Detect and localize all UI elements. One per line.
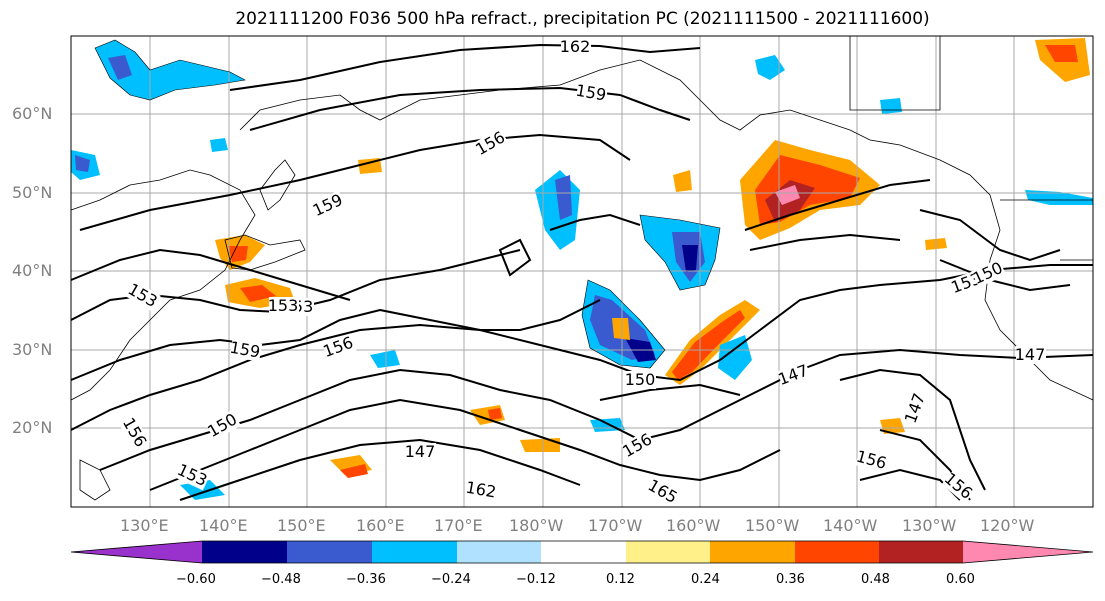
lat-label-40n: 40°N [12,261,53,280]
lon-label-150e: 150°E [277,516,326,535]
colorbar-tick: 0.60 [946,572,975,587]
contour-label-bg [941,470,977,504]
graticule [71,36,1093,507]
contour-label-bg [229,338,263,362]
lat-label-60n: 60°N [12,104,53,123]
colorbar-swatch [457,541,541,563]
lat-label-50n: 50°N [12,183,53,202]
contour-label: 147 [405,442,436,461]
lon-label-160e: 160°E [356,516,405,535]
contour-label: 147 [1015,345,1046,364]
contour-label-bg [561,38,591,56]
colorbar-tick: 0.24 [691,572,720,587]
contour-label: 162 [560,37,591,56]
contour-label-bg [175,461,211,491]
lon-label-150w: 150°W [745,516,800,535]
colorbar-swatch [795,541,879,563]
colorbar-swatch [710,541,795,563]
colorbar [70,540,1094,564]
colorbar-swatch [71,541,202,563]
contour-label-bg [322,333,357,361]
contour-label-bg [465,478,499,502]
contour-label-bg [311,190,347,220]
lon-label-140w: 140°W [823,516,878,535]
contour-label-bg [119,415,151,451]
contour-label-bg [777,361,812,389]
colorbar-swatch [287,541,372,563]
lon-label-170e: 170°E [434,516,483,535]
contour-label-bg [269,297,299,315]
shading-outlines [94,39,721,369]
lat-label-20n: 20°N [12,418,53,437]
contour-label-bg [626,371,656,389]
lon-label-130e: 130°E [120,516,169,535]
contour-label: 150 [625,370,656,389]
plot-title: 2021111200 F036 500 hPa refract., precip… [235,9,930,29]
contour-label: 153 [268,296,299,315]
contour-label-bg [620,429,656,461]
coastlines [70,36,1094,501]
colorbar-swatch [372,541,457,563]
lon-label-130w: 130°W [902,516,957,535]
contour-label-bg [855,447,890,474]
contour-label-bg [971,258,1007,288]
colorbar-outline [70,540,1094,564]
contour-label-bg [406,443,436,461]
lon-label-160w: 160°W [666,516,721,535]
lon-label-170w: 170°W [588,516,643,535]
contour-label-bg [575,81,609,105]
colorbar-tick: 0.36 [776,572,805,587]
colorbar-swatch [541,541,626,563]
contour-label-group: 1621591561591531591561531531501471471501… [119,37,1046,508]
colorbar-tick: −0.60 [176,572,216,587]
contour-label-bg [1016,346,1046,364]
colorbar-tick: −0.36 [346,572,386,587]
map-border [70,35,1094,508]
lat-label-30n: 30°N [12,340,53,359]
colorbar-swatch [963,541,1093,563]
colorbar-swatch [879,541,963,563]
colorbar-tick: 0.12 [606,572,635,587]
colorbar-swatch [626,541,710,563]
lon-label-120w: 120°W [980,516,1035,535]
contour-label-bg [473,127,509,159]
contour-label-bg [902,390,930,425]
contour-label-bg [645,476,681,508]
colorbar-tick: −0.48 [261,572,301,587]
colorbar-tick: −0.12 [516,572,556,587]
colorbar-tick: −0.24 [431,572,471,587]
contour-label-bg [125,280,161,312]
lon-label-140e: 140°E [199,516,248,535]
contour-label-bg [205,409,241,441]
colorbar-swatch [202,541,287,563]
colorbar-tick: 0.48 [861,572,890,587]
lon-label-180w: 180°W [509,516,564,535]
